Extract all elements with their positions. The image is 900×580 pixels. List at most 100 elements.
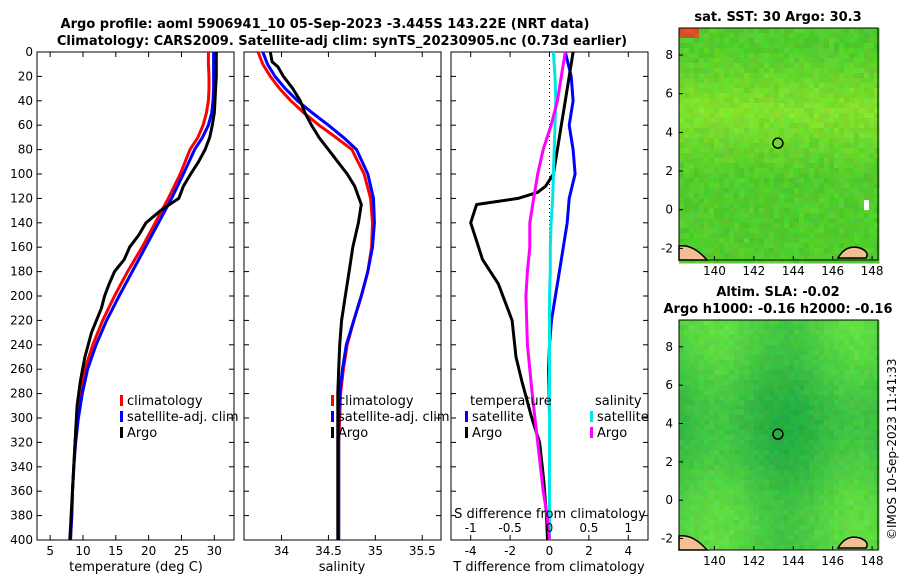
sst-map-cell <box>819 73 825 79</box>
sla-map-cell <box>724 500 730 506</box>
sla-map-cell <box>714 430 720 436</box>
sla-map-cell <box>844 380 850 386</box>
sla-map-cell <box>699 395 705 401</box>
sla-map-cell <box>709 375 715 381</box>
sla-map-cell <box>699 365 705 371</box>
sla-map-cell <box>774 390 780 396</box>
sla-map-cell <box>714 365 720 371</box>
sla-map-cell <box>784 385 790 391</box>
sla-map-cell <box>829 420 835 426</box>
sla-map-cell <box>709 425 715 431</box>
sla-map-cell <box>714 330 720 336</box>
sst-map-cell <box>759 248 765 254</box>
sst-map-cell <box>679 208 685 214</box>
sla-map-cell <box>749 545 755 551</box>
sla-map-cell <box>824 380 830 386</box>
sst-map-cell <box>829 243 835 249</box>
sla-map-cell <box>764 540 770 546</box>
sst-map-cell <box>844 223 850 229</box>
sla-map-cell <box>829 500 835 506</box>
sst-map-cell <box>689 203 695 209</box>
sla-map-cell <box>699 355 705 361</box>
sdiff-legend-label: Argo <box>597 426 627 441</box>
sla-map-cell <box>834 345 840 351</box>
sla-map-cell <box>859 500 865 506</box>
sst-map-cell <box>684 208 690 214</box>
sla-map-cell <box>714 440 720 446</box>
sst-map-cell <box>709 178 715 184</box>
sla-map-cell <box>844 385 850 391</box>
sst-map-cell <box>869 83 875 89</box>
sla-map-cell <box>699 445 705 451</box>
sla-map-cell <box>864 525 870 531</box>
sla-map-cell <box>754 545 760 551</box>
sla-map-cell <box>809 350 815 356</box>
sst-map-cell <box>724 48 730 54</box>
sla-map-cell <box>694 425 700 431</box>
sst-map-cell <box>789 253 795 259</box>
sla-map-cell <box>689 355 695 361</box>
sla-map-cell <box>724 460 730 466</box>
sla-map-cell <box>689 510 695 516</box>
sst-map-cell <box>814 118 820 124</box>
sla-map-cell <box>749 415 755 421</box>
sst-map-cell <box>859 123 865 129</box>
sla-map-cell <box>824 525 830 531</box>
sla-map-cell <box>729 545 735 551</box>
sla-map-cell <box>809 510 815 516</box>
sst-map-cell <box>724 123 730 129</box>
sst-map-cell <box>724 58 730 64</box>
sst-map-cell <box>724 218 730 224</box>
sla-map-cell <box>694 390 700 396</box>
sst-map-cell <box>824 163 830 169</box>
sla-map-cell <box>794 340 800 346</box>
sst-map-cell <box>854 38 860 44</box>
sla-map-cell <box>774 395 780 401</box>
sla-map-cell <box>874 525 880 531</box>
sst-map-cell <box>784 178 790 184</box>
sst-map-cell <box>869 203 875 209</box>
sst-map-cell <box>824 203 830 209</box>
sla-map-cell <box>699 340 705 346</box>
sst-map-cell <box>844 218 850 224</box>
sst-map-cell <box>714 53 720 59</box>
sst-map-cell <box>749 98 755 104</box>
sst-map-cell <box>729 138 735 144</box>
sla-map-cell <box>794 380 800 386</box>
sla-map-cell <box>684 365 690 371</box>
sst-map-cell <box>724 233 730 239</box>
sst-map-cell <box>689 103 695 109</box>
sla-map-cell <box>764 355 770 361</box>
sla-map-cell <box>794 335 800 341</box>
sst-map-cell <box>824 88 830 94</box>
sst-map-cell <box>834 178 840 184</box>
sst-map-cell <box>729 173 735 179</box>
sst-map-cell <box>779 248 785 254</box>
sla-map-cell <box>784 420 790 426</box>
sla-map-cell <box>764 490 770 496</box>
sla-map-cell <box>809 525 815 531</box>
sla-map-cell <box>704 340 710 346</box>
sla-map-cell <box>739 420 745 426</box>
sst-map-cell <box>779 43 785 49</box>
sla-map-cell <box>684 385 690 391</box>
sst-map-cell <box>694 238 700 244</box>
sst-map-cell <box>794 248 800 254</box>
sla-map-cell <box>719 540 725 546</box>
sla-map-cell <box>834 490 840 496</box>
sla-map-cell <box>869 340 875 346</box>
sla-map-cell <box>774 335 780 341</box>
sla-map-cell <box>749 325 755 331</box>
sla-map-cell <box>844 445 850 451</box>
sla-map-cell <box>739 415 745 421</box>
sla-map-cell <box>754 515 760 521</box>
sst-map-cell <box>839 203 845 209</box>
sst-map-cell <box>759 73 765 79</box>
sdiff-legend-label: satellite <box>597 410 649 425</box>
sla-map-cell <box>869 420 875 426</box>
sst-map-cell <box>809 183 815 189</box>
sla-map-cell <box>784 465 790 471</box>
sla-map-cell <box>679 385 685 391</box>
sla-map-cell <box>729 395 735 401</box>
sla-map-cell <box>814 335 820 341</box>
